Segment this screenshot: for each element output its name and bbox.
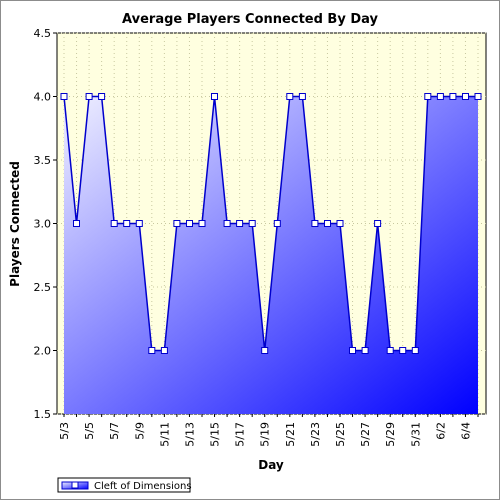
x-tick-label: 6/2	[434, 422, 447, 440]
y-tick-label: 2.5	[34, 281, 52, 294]
series-line	[63, 95, 478, 352]
data-point-5-12	[173, 220, 181, 227]
y-tick-label: 3.0	[34, 218, 52, 231]
x-tick-label: 5/13	[183, 422, 196, 447]
data-point-6-4	[462, 93, 469, 100]
legend: Cleft of Dimensions	[57, 477, 192, 493]
x-axis-title: Day	[258, 458, 284, 472]
x-tick-label: 6/4	[459, 422, 472, 440]
y-tick-label: 4.5	[34, 27, 52, 40]
x-tick-label: 5/21	[284, 422, 297, 447]
y-tick-label: 1.5	[34, 408, 52, 421]
data-point-5-29	[386, 347, 394, 354]
x-tick-label: 5/7	[108, 422, 121, 440]
data-point-5-10	[148, 347, 156, 354]
x-axis: 5/3 5/5 5/7 5/9 5/11 5/13 5/15 5/17 5/19 5/21 5/23…	[58, 414, 479, 447]
data-point-5-25	[336, 220, 344, 227]
data-point-5-26	[349, 347, 356, 354]
x-tick-label: 5/23	[309, 422, 322, 447]
x-tick-label: 5/25	[334, 422, 347, 447]
data-point-5-27	[361, 347, 369, 354]
legend-box	[57, 477, 191, 493]
data-point-5-3	[60, 93, 68, 100]
data-point-5-22	[298, 93, 306, 100]
y-axis-title: Players Connected	[8, 161, 22, 287]
data-point-5-8	[123, 220, 131, 227]
x-tick-label: 5/17	[234, 422, 247, 447]
data-points	[60, 93, 482, 354]
data-point-5-30	[399, 347, 407, 354]
x-tick-label: 5/5	[83, 422, 96, 440]
data-point-5-21	[286, 93, 294, 100]
legend-marker	[71, 481, 79, 489]
data-point-5-13	[186, 220, 193, 227]
legend-label: Cleft of Dimensions	[94, 481, 192, 492]
data-point-5-17	[236, 220, 244, 227]
data-point-5-24	[324, 220, 331, 227]
y-tick-label: 4.0	[34, 91, 52, 104]
data-point-6-5	[474, 93, 482, 100]
data-point-5-9	[135, 220, 143, 227]
data-point-5-28	[374, 220, 382, 227]
data-point-5-4	[73, 220, 80, 227]
x-tick-label: 5/31	[409, 422, 422, 447]
data-point-6-1	[424, 93, 432, 100]
data-point-5-5	[85, 93, 93, 100]
data-point-5-19	[261, 347, 269, 354]
data-point-5-14	[198, 220, 206, 227]
data-point-5-18	[248, 220, 256, 227]
x-tick-label: 5/3	[58, 422, 71, 440]
data-point-5-23	[311, 220, 319, 227]
data-point-5-6	[98, 93, 106, 100]
data-point-5-11	[160, 347, 168, 354]
data-point-5-7	[110, 220, 118, 227]
y-tick-label: 2.0	[34, 345, 52, 358]
y-axis: 1.5 2.0 2.5 3.0 3.5 4.0 4.5	[34, 27, 57, 421]
series-area	[64, 96, 478, 414]
x-tick-label: 5/27	[359, 422, 372, 447]
data-point-5-31	[411, 347, 419, 354]
data-point-5-16	[223, 220, 231, 227]
x-tick-label: 5/29	[384, 422, 397, 447]
data-point-6-3	[449, 93, 457, 100]
chart-title: Average Players Connected By Day	[122, 12, 378, 27]
data-point-6-2	[436, 93, 444, 100]
data-point-5-15	[211, 93, 218, 100]
x-tick-label: 5/19	[259, 422, 272, 447]
y-tick-label: 3.5	[34, 154, 52, 167]
x-tick-label: 5/9	[133, 422, 146, 440]
x-tick-label: 5/11	[158, 422, 171, 447]
x-tick-label: 5/15	[209, 422, 222, 447]
data-point-5-20	[273, 220, 281, 227]
